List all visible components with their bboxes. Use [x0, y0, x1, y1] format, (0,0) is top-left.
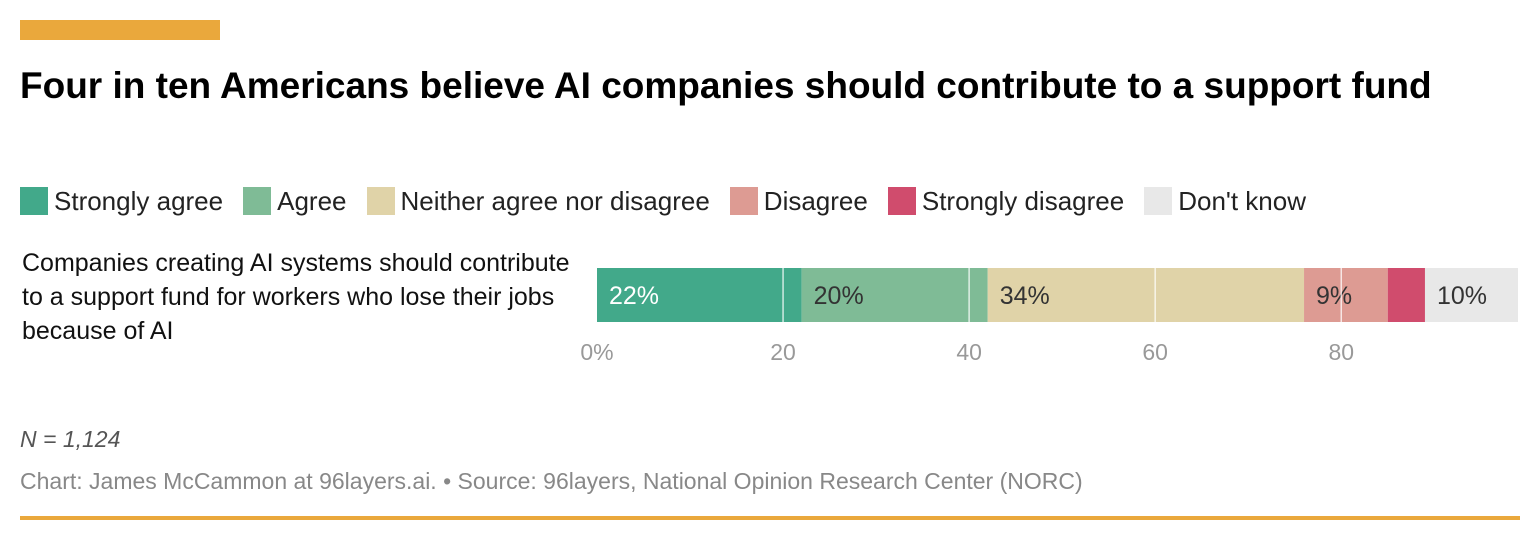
- legend-swatch: [366, 187, 395, 215]
- source-credit: Chart: James McCammon at 96layers.ai. • …: [20, 468, 1083, 494]
- legend-item: Agree: [243, 185, 347, 217]
- x-tick-label: 60: [1142, 339, 1168, 365]
- x-tick-label: 40: [956, 339, 982, 365]
- legend-item: Don't know: [1144, 186, 1306, 217]
- legend-item: Neither agree nor disagree: [366, 185, 710, 217]
- legend-label: Strongly agree: [54, 185, 224, 216]
- legend-swatch: [20, 187, 48, 215]
- legend-item: Strongly disagree: [887, 185, 1125, 217]
- legend-item: Strongly agree: [20, 186, 223, 217]
- data-label: 20%: [814, 282, 864, 310]
- sample-size-note: N = 1,124: [20, 426, 121, 452]
- legend-swatch: [729, 187, 758, 215]
- bar-segment: [987, 268, 1305, 322]
- bar-segment: [1304, 268, 1388, 322]
- legend-label: Disagree: [763, 185, 868, 216]
- x-tick-label: 80: [1328, 339, 1354, 365]
- legend-swatch: [887, 187, 916, 215]
- data-label: 34%: [1000, 282, 1050, 310]
- row-label: Companies creating AI systems should con…: [22, 249, 570, 345]
- chart-title: Four in ten Americans believe AI compani…: [20, 65, 1432, 106]
- legend-label: Agree: [277, 185, 347, 216]
- legend-item: Disagree: [729, 185, 868, 217]
- data-label: 22%: [609, 282, 659, 310]
- data-label: 10%: [1437, 282, 1487, 310]
- bottom-accent-rule: [20, 516, 1520, 520]
- data-label: 9%: [1316, 282, 1352, 310]
- legend-label: Neither agree nor disagree: [400, 185, 710, 216]
- legend-label: Strongly disagree: [921, 185, 1125, 216]
- x-tick-label: 0%: [580, 339, 613, 365]
- bar-segment: [1387, 268, 1425, 322]
- legend-swatch: [243, 187, 272, 215]
- legend-label: Don't know: [1178, 185, 1307, 216]
- x-tick-label: 20: [770, 339, 796, 365]
- bar-segment: [1424, 268, 1518, 322]
- top-accent-bar: [20, 20, 220, 40]
- legend-swatch: [1144, 187, 1173, 215]
- bar-segment: [801, 268, 988, 322]
- legend: Strongly agree Agree Neither agree nor dis…: [20, 184, 1326, 218]
- bar-segment: [597, 268, 802, 322]
